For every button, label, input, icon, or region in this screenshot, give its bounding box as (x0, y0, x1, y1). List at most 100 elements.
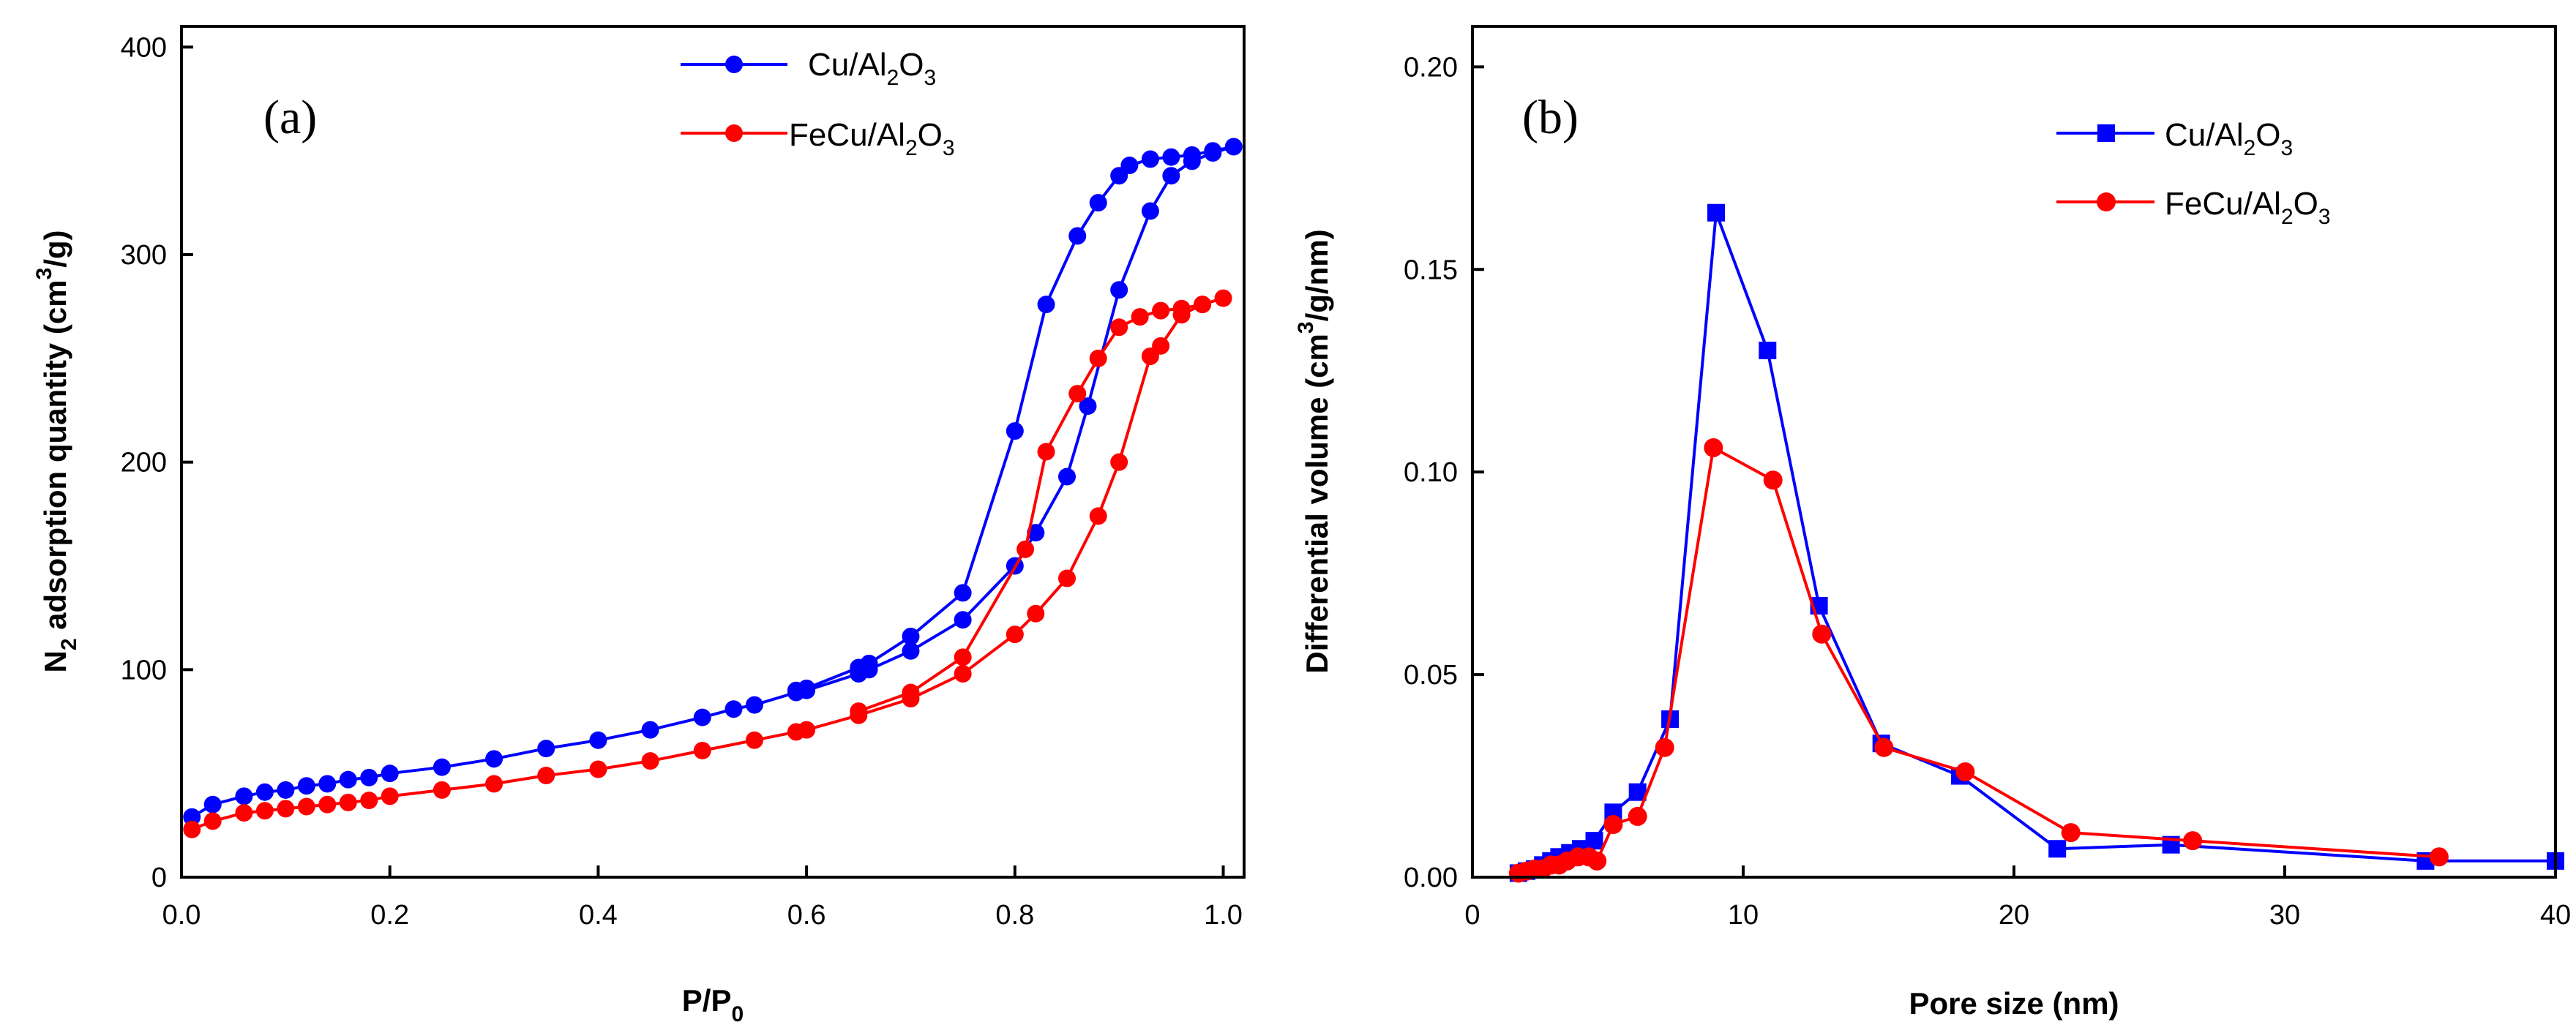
data-point-b-1-10 (1603, 815, 1623, 835)
legend-label-a-0: Cu/Al2O3 (808, 47, 936, 90)
x-tick-label-a-4: 0.8 (995, 900, 1034, 931)
panel-a: 0.0 0.2 0.4 0.6 0.8 1.0 0 100 200 300 400 (a) Cu/A… (32, 25, 1246, 1026)
data-point-a-1-7 (339, 793, 357, 811)
data-point-b-0-12 (1707, 203, 1725, 222)
data-point-a-0-1 (203, 795, 222, 814)
data-point-b-1-16 (1874, 737, 1894, 757)
data-point-a-1-6 (318, 795, 337, 814)
data-point-a-1-14 (641, 752, 659, 770)
data-point-a-1-9 (381, 787, 399, 805)
legend-item-a-0: Cu/Al2O3 (681, 47, 936, 90)
x-tick-label-b-1: 10 (1728, 900, 1759, 931)
panel-b-legend: Cu/Al2O3 FeCu/Al2O3 (2056, 117, 2331, 229)
data-point-a-0-11 (485, 750, 503, 768)
data-point-b-1-17 (1955, 762, 1975, 782)
x-tick-label-a-0: 0.0 (162, 900, 201, 931)
data-point-a-0-10 (433, 758, 451, 776)
data-point-a-1-32 (1194, 296, 1212, 314)
data-point-b-1-13 (1704, 437, 1723, 457)
panel-b-x-axis-title: Pore size (nm) (1909, 986, 2119, 1021)
legend-item-a-1: FeCu/Al2O3 (681, 117, 955, 160)
data-point-a-0-37 (1141, 150, 1159, 168)
x-tick-label-a-1: 0.2 (370, 900, 409, 931)
y-tick-label-a-4: 400 (121, 32, 167, 63)
x-tick-label-a-3: 0.6 (787, 900, 826, 931)
data-point-a-0-7 (339, 770, 357, 789)
data-point-b-1-11 (1628, 806, 1647, 826)
panel-a-x-axis-title: P/P0 (682, 983, 744, 1026)
data-point-a-0-35 (1183, 146, 1201, 164)
data-point-b-1-18 (2061, 823, 2081, 843)
data-point-a-1-37 (1089, 349, 1107, 367)
data-point-a-0-28 (1110, 281, 1128, 299)
data-point-a-1-31 (1214, 289, 1232, 307)
y-tick-label-b-3: 0.15 (1404, 255, 1458, 285)
y-tick-label-a-0: 0 (151, 863, 167, 893)
data-point-a-0-17 (745, 696, 763, 714)
x-tick-label-b-0: 0 (1464, 900, 1480, 931)
y-tick-label-b-0: 0.00 (1404, 863, 1458, 893)
data-point-a-0-3 (255, 783, 274, 801)
legend-label-b-1: FeCu/Al2O3 (2165, 186, 2331, 229)
data-point-a-0-5 (297, 777, 315, 795)
panel-a-legend: Cu/Al2O3 FeCu/Al2O3 (681, 47, 955, 160)
x-tick-label-a-2: 0.4 (579, 900, 618, 931)
data-point-a-1-11 (485, 775, 503, 793)
data-point-a-0-25 (1027, 524, 1045, 542)
panel-b-y-axis-title: Differential volume (cm3/g/nm) (1294, 229, 1334, 673)
legend-item-b-1: FeCu/Al2O3 (2056, 186, 2331, 229)
data-point-a-0-39 (1110, 167, 1128, 185)
data-point-a-0-45 (902, 627, 920, 645)
x-tick-label-b-3: 30 (2269, 900, 2300, 931)
data-point-a-0-34 (1204, 142, 1222, 160)
data-point-a-1-2 (235, 804, 253, 822)
data-point-a-0-47 (850, 658, 868, 677)
data-point-a-0-8 (360, 768, 378, 786)
data-point-b-1-19 (2183, 831, 2203, 851)
data-point-b-0-8 (1585, 832, 1603, 850)
data-point-a-1-34 (1152, 301, 1170, 320)
data-point-a-1-3 (255, 802, 274, 820)
x-tick-label-b-4: 40 (2540, 900, 2571, 931)
legend-label-b-0: Cu/Al2O3 (2165, 117, 2293, 160)
y-tick-label-b-4: 0.20 (1404, 52, 1458, 83)
y-tick-label-a-3: 300 (121, 240, 167, 271)
data-point-a-0-6 (318, 775, 337, 793)
data-point-a-1-24 (1058, 569, 1076, 587)
data-point-a-0-14 (641, 721, 659, 739)
data-point-a-1-0 (183, 820, 201, 838)
data-point-a-1-1 (203, 812, 222, 830)
data-point-a-1-38 (1068, 385, 1087, 403)
data-point-a-1-18 (798, 721, 816, 739)
data-point-b-1-9 (1587, 851, 1607, 871)
panel-b-frame (1471, 25, 2557, 879)
legend-item-b-0: Cu/Al2O3 (2056, 117, 2293, 160)
data-point-a-1-35 (1131, 308, 1149, 326)
data-point-a-1-43 (850, 702, 868, 721)
data-point-a-1-10 (433, 781, 451, 799)
panel-a-frame (180, 25, 1246, 879)
data-point-a-1-39 (1037, 443, 1055, 461)
data-point-a-0-44 (954, 584, 972, 602)
y-tick-label-a-2: 200 (121, 448, 167, 478)
data-point-a-0-29 (1141, 202, 1159, 220)
data-point-b-0-17 (2048, 840, 2067, 858)
data-point-a-0-40 (1089, 194, 1107, 212)
data-point-a-0-23 (954, 611, 972, 629)
data-point-a-1-8 (360, 792, 378, 810)
data-point-a-1-23 (1027, 604, 1045, 623)
panel-b-ticks: 0 10 20 30 40 0.00 0.05 0.10 0.15 0.20 (1404, 52, 2571, 931)
data-point-a-1-5 (297, 797, 315, 816)
data-point-a-0-49 (787, 681, 805, 699)
data-point-a-1-28 (1152, 337, 1170, 355)
data-point-b-1-14 (1763, 470, 1783, 490)
panel-b-marks (1508, 203, 2564, 883)
data-point-a-0-15 (693, 708, 711, 726)
data-point-a-0-2 (235, 787, 253, 805)
x-tick-label-a-5: 1.0 (1204, 900, 1243, 931)
data-point-a-0-36 (1162, 148, 1180, 166)
data-point-a-0-9 (381, 765, 399, 783)
panel-b: 0 10 20 30 40 0.00 0.05 0.10 0.15 0.20 (b) Cu/Al2… (1294, 25, 2571, 1021)
data-point-b-1-15 (1812, 624, 1832, 644)
